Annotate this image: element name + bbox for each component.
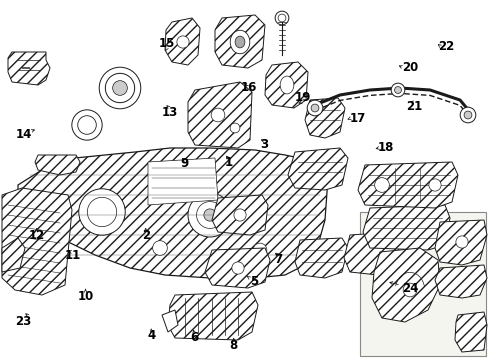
- Text: 19: 19: [294, 91, 311, 104]
- Ellipse shape: [99, 67, 141, 109]
- Text: 20: 20: [401, 61, 417, 74]
- Ellipse shape: [72, 110, 102, 140]
- Ellipse shape: [233, 209, 245, 221]
- Text: 16: 16: [240, 81, 256, 94]
- Polygon shape: [212, 195, 267, 235]
- Ellipse shape: [394, 86, 401, 94]
- Text: 21: 21: [406, 100, 422, 113]
- Polygon shape: [305, 98, 345, 138]
- Ellipse shape: [278, 14, 285, 22]
- Polygon shape: [343, 232, 399, 275]
- Ellipse shape: [187, 193, 231, 237]
- Ellipse shape: [310, 104, 318, 112]
- Ellipse shape: [105, 73, 134, 103]
- Ellipse shape: [402, 283, 416, 297]
- Polygon shape: [187, 82, 251, 148]
- Text: 10: 10: [77, 291, 94, 303]
- Polygon shape: [168, 292, 258, 340]
- Text: 12: 12: [28, 229, 45, 242]
- Ellipse shape: [280, 76, 293, 94]
- Text: 4: 4: [147, 329, 155, 342]
- Text: 15: 15: [159, 37, 175, 50]
- Ellipse shape: [230, 123, 240, 133]
- Polygon shape: [8, 52, 50, 85]
- Ellipse shape: [455, 236, 467, 248]
- Text: 8: 8: [229, 339, 237, 352]
- Polygon shape: [359, 212, 485, 356]
- Ellipse shape: [230, 30, 249, 54]
- Text: 1: 1: [224, 156, 232, 169]
- Ellipse shape: [112, 81, 127, 95]
- Polygon shape: [148, 158, 218, 205]
- Text: 17: 17: [349, 112, 366, 125]
- Ellipse shape: [231, 262, 244, 274]
- Polygon shape: [204, 248, 269, 288]
- Ellipse shape: [374, 178, 388, 192]
- Text: 11: 11: [64, 249, 81, 262]
- Ellipse shape: [235, 36, 244, 48]
- Polygon shape: [294, 238, 347, 278]
- Polygon shape: [434, 265, 486, 298]
- Ellipse shape: [459, 107, 475, 123]
- Ellipse shape: [253, 243, 266, 257]
- Polygon shape: [164, 18, 200, 65]
- Polygon shape: [264, 62, 307, 108]
- Ellipse shape: [211, 108, 224, 122]
- Text: 2: 2: [142, 229, 149, 242]
- Text: 5: 5: [250, 275, 258, 288]
- Text: 14: 14: [15, 129, 32, 141]
- Polygon shape: [371, 248, 439, 322]
- Text: 13: 13: [162, 106, 178, 119]
- Polygon shape: [2, 188, 72, 295]
- Polygon shape: [454, 312, 486, 352]
- Text: 18: 18: [377, 141, 394, 154]
- Polygon shape: [362, 205, 449, 250]
- Ellipse shape: [152, 241, 167, 255]
- Ellipse shape: [203, 209, 216, 221]
- Polygon shape: [215, 15, 264, 68]
- Text: 3: 3: [260, 138, 267, 151]
- Ellipse shape: [196, 202, 223, 229]
- Polygon shape: [35, 155, 80, 175]
- Polygon shape: [18, 148, 327, 278]
- Text: 7: 7: [274, 253, 282, 266]
- Ellipse shape: [275, 11, 288, 25]
- Text: 23: 23: [15, 315, 31, 328]
- Text: 22: 22: [437, 40, 453, 53]
- Ellipse shape: [87, 197, 117, 227]
- Polygon shape: [162, 310, 178, 332]
- Polygon shape: [434, 220, 486, 265]
- Ellipse shape: [78, 116, 96, 134]
- Polygon shape: [287, 148, 347, 190]
- Ellipse shape: [306, 100, 322, 116]
- Text: 6: 6: [190, 331, 198, 344]
- Polygon shape: [2, 238, 25, 272]
- Ellipse shape: [428, 179, 440, 191]
- Ellipse shape: [390, 83, 404, 97]
- Text: 24: 24: [402, 282, 418, 295]
- Polygon shape: [357, 162, 457, 208]
- Ellipse shape: [177, 36, 189, 48]
- Ellipse shape: [79, 189, 125, 235]
- Ellipse shape: [463, 111, 471, 119]
- Text: 9: 9: [181, 157, 188, 170]
